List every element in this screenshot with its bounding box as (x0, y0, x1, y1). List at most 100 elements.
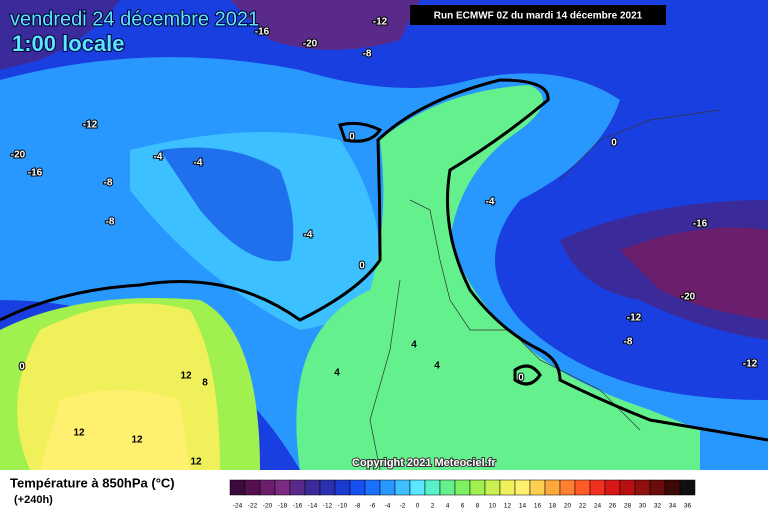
contour-label: -8 (363, 49, 372, 60)
contour-label: 4 (334, 368, 340, 379)
legend-tick-label: 34 (669, 503, 677, 510)
legend-swatch (454, 479, 471, 496)
contour-label: -12 (743, 359, 758, 370)
contour-label: 0 (19, 362, 25, 373)
contour-label: -16 (255, 27, 270, 38)
contour-label: 4 (434, 361, 440, 372)
cold-pocket (160, 147, 294, 262)
contour-label: 0 (359, 261, 365, 272)
legend-tick-label: 24 (594, 503, 602, 510)
contour-label: -20 (303, 39, 318, 50)
legend-swatch (364, 479, 381, 496)
legend-tick-label: 14 (519, 503, 527, 510)
time-title: 1:00 locale (12, 31, 125, 56)
legend-tick-label: 28 (624, 503, 632, 510)
legend-swatch (274, 479, 291, 496)
legend-swatch (679, 479, 696, 496)
contour-label: 12 (180, 371, 192, 382)
legend-tick-label: 36 (684, 503, 692, 510)
legend-tick-label: 12 (504, 503, 512, 510)
legend-tick-label: 30 (639, 503, 647, 510)
legend-tick-label: 20 (564, 503, 572, 510)
legend-tick-label: 10 (489, 503, 497, 510)
legend-swatch (499, 479, 516, 496)
contour-label: 8 (202, 378, 208, 389)
cold-region (230, 0, 420, 50)
contour-label: -4 (486, 197, 495, 208)
contour-label: -12 (627, 313, 642, 324)
legend-swatch (349, 479, 366, 496)
contour-label: -16 (693, 219, 708, 230)
legend-swatch (619, 479, 636, 496)
contour-label: -4 (194, 158, 203, 169)
legend-swatch (319, 479, 336, 496)
legend-subtitle: (+240h) (14, 494, 53, 506)
legend-swatch (259, 479, 276, 496)
legend-swatch (559, 479, 576, 496)
legend-swatch (649, 479, 666, 496)
legend-swatch (634, 479, 651, 496)
legend-title: Température à 850hPa (°C) (10, 475, 175, 490)
color-scale: -24 -22 -20 -18 -16 -14 -12 -10 -8 -6 -4 -2 0 2 4 6 8 10 1… (229, 479, 696, 510)
legend-tick-label: 32 (654, 503, 662, 510)
legend-swatch (394, 479, 411, 496)
legend-tick-label: 26 (609, 503, 617, 510)
contour-label: 0 (611, 138, 617, 149)
legend-swatch (604, 479, 621, 496)
legend-tick-label: 4 (446, 503, 450, 510)
legend-swatch (574, 479, 591, 496)
legend-swatch (379, 479, 396, 496)
contour-label: -8 (104, 178, 113, 189)
legend-swatch (439, 479, 456, 496)
legend-swatch (469, 479, 486, 496)
contour-label: -8 (624, 337, 633, 348)
legend-swatch (409, 479, 426, 496)
legend-swatch (589, 479, 606, 496)
legend-tick-label: 22 (579, 503, 587, 510)
cold-region (0, 0, 120, 70)
legend-tick-label: 16 (534, 503, 542, 510)
legend-swatch (514, 479, 531, 496)
contour-label: 0 (518, 373, 524, 384)
coastline (369, 109, 721, 471)
legend-swatch (229, 479, 246, 496)
legend-swatch (244, 479, 261, 496)
contour-label: 12 (131, 435, 143, 446)
run-info: Run ECMWF 0Z du mardi 14 décembre 2021 (434, 11, 643, 22)
contour-label: 12 (73, 428, 85, 439)
legend-tick-label: -20 (263, 503, 273, 510)
contour-label: 0 (349, 132, 355, 143)
contour-label: -4 (304, 230, 313, 241)
copyright: Copyright 2021 Meteociel.fr (352, 457, 496, 469)
contour-label: -20 (681, 292, 696, 303)
warm-region (296, 85, 700, 470)
run-box (410, 5, 666, 25)
legend-tick-label: -8 (355, 503, 361, 510)
legend-tick-label: 18 (549, 503, 557, 510)
warm-region (40, 390, 190, 470)
legend-swatch (424, 479, 441, 496)
legend-swatch (664, 479, 681, 496)
legend-tick-label: -24 (233, 503, 243, 510)
contour-label: -12 (83, 120, 98, 131)
legend-swatch (484, 479, 501, 496)
legend-tick-label: -18 (278, 503, 288, 510)
legend-tick-label: 0 (416, 503, 420, 510)
legend-tick-label: -6 (370, 503, 376, 510)
contour-label: 4 (411, 340, 417, 351)
legend-tick-label: -10 (338, 503, 348, 510)
contour-labels: -20-12-16-8-12-20-16-4-4-80-8-40-40-16-2… (10, 16, 759, 468)
legend-swatch (544, 479, 561, 496)
legend-tick-label: -12 (323, 503, 333, 510)
contour-label: -16 (28, 168, 43, 179)
legend-tick-label: -2 (400, 503, 406, 510)
contour-label: -20 (11, 150, 26, 161)
legend-tick-label: 8 (476, 503, 480, 510)
map: -20-12-16-8-12-20-16-4-4-80-8-40-40-16-2… (0, 0, 768, 471)
legend-swatch (304, 479, 321, 496)
legend-tick-label: -16 (293, 503, 303, 510)
contour-label: 12 (190, 457, 202, 468)
contour-label: -4 (154, 152, 163, 163)
legend-tick-label: 2 (431, 503, 435, 510)
